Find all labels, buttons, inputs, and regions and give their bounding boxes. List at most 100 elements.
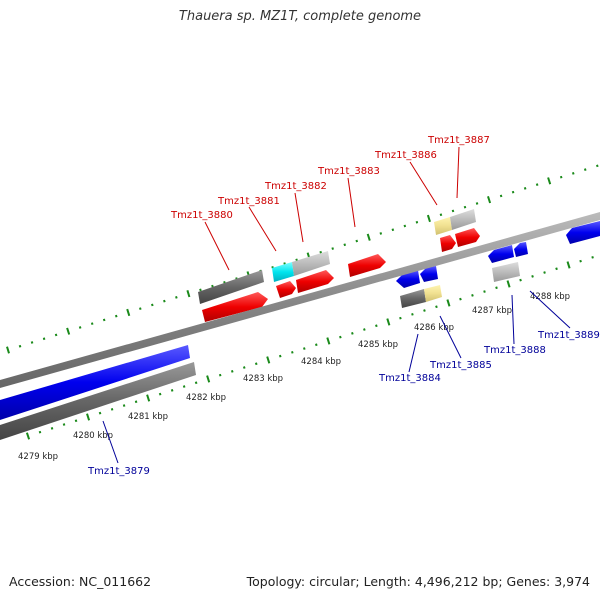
minor-tick	[139, 307, 142, 310]
gene-leader-line	[511, 294, 515, 345]
minor-tick	[475, 202, 479, 205]
minor-tick	[303, 347, 306, 350]
major-tick	[86, 413, 91, 421]
minor-tick	[151, 303, 154, 307]
gene-block	[198, 270, 264, 304]
genome-title: Thauera sp. MZ1T, complete genome	[178, 9, 422, 24]
major-tick	[66, 327, 71, 335]
gene-label[interactable]: Tmz1t_3882	[264, 181, 327, 192]
minor-tick	[54, 333, 58, 337]
minor-tick	[199, 288, 202, 292]
minor-tick	[339, 335, 342, 339]
tick-label: 4287 kbp	[472, 306, 512, 316]
gene-leader-line	[204, 221, 230, 271]
gene-label[interactable]: Tmz1t_3886	[374, 150, 437, 161]
major-tick	[186, 290, 191, 298]
major-tick	[126, 308, 131, 317]
tick-label: 4285 kbp	[358, 340, 398, 350]
gene-label[interactable]: Tmz1t_3884	[378, 373, 441, 384]
minor-tick	[523, 186, 527, 190]
minor-tick	[543, 271, 546, 274]
minor-tick	[90, 322, 94, 325]
minor-tick	[42, 337, 46, 341]
gene-label[interactable]: Tmz1t_3887	[427, 135, 490, 146]
minor-tick	[499, 194, 503, 198]
major-tick	[6, 346, 10, 354]
minor-tick	[331, 247, 334, 250]
gene-leader-line	[294, 192, 304, 243]
minor-tick	[471, 293, 474, 297]
minor-tick	[391, 228, 395, 232]
minor-tick	[78, 326, 82, 329]
minor-tick	[423, 309, 426, 312]
minor-tick	[596, 164, 599, 168]
major-tick	[547, 177, 552, 185]
gene-arrow	[420, 266, 438, 282]
minor-tick	[114, 314, 118, 318]
minor-tick	[278, 354, 282, 358]
gene-labels: Tmz1t_3879 Tmz1t_3880 Tmz1t_3881 Tmz1t_3882…	[87, 135, 600, 477]
gene-arrow	[348, 254, 386, 277]
minor-tick	[110, 408, 114, 411]
gene-arrow	[514, 242, 528, 257]
gene-leader-line	[409, 161, 438, 206]
minor-tick	[343, 243, 347, 247]
minor-tick	[319, 250, 322, 254]
gene-label[interactable]: Tmz1t_3885	[429, 360, 492, 371]
gene-label[interactable]: Tmz1t_3889	[537, 330, 600, 341]
minor-tick	[163, 299, 166, 303]
major-tick	[266, 356, 271, 364]
minor-tick	[291, 351, 294, 354]
major-tick	[206, 375, 211, 383]
minor-tick	[351, 331, 354, 335]
minor-tick	[531, 274, 534, 278]
tick-label: 4280 kbp	[73, 431, 113, 441]
minor-tick	[403, 224, 407, 228]
minor-tick	[495, 286, 498, 290]
minor-tick	[379, 232, 383, 235]
minor-tick	[74, 419, 78, 423]
minor-tick	[375, 324, 378, 328]
gene-arrow	[202, 292, 268, 322]
gene-block	[434, 217, 452, 235]
tick-label: 4284 kbp	[301, 357, 341, 367]
gene-label[interactable]: Tmz1t_3888	[483, 345, 546, 356]
minor-tick	[194, 381, 198, 385]
gene-leader-line	[439, 315, 462, 359]
minor-tick	[315, 343, 318, 347]
gene-label[interactable]: Tmz1t_3880	[170, 210, 233, 221]
minor-tick	[242, 366, 246, 369]
minor-tick	[579, 259, 582, 263]
minor-tick	[62, 423, 66, 426]
minor-tick	[463, 205, 467, 209]
tick-label: 4288 kbp	[530, 292, 570, 302]
minor-tick	[122, 404, 126, 407]
tick-label: 4282 kbp	[186, 393, 226, 403]
minor-tick	[158, 392, 162, 396]
accession-label: Accession: NC_011662	[9, 574, 152, 589]
minor-tick	[583, 168, 587, 172]
minor-tick	[483, 290, 486, 293]
major-tick	[326, 337, 331, 345]
gene-block	[292, 251, 330, 276]
gene-label[interactable]: Tmz1t_3883	[317, 166, 380, 177]
minor-tick	[435, 305, 438, 309]
major-tick	[446, 299, 451, 307]
minor-tick	[459, 297, 462, 301]
genome-stats: Topology: circular; Length: 4,496,212 bp…	[246, 574, 590, 589]
gene-label[interactable]: Tmz1t_3879	[87, 466, 150, 477]
minor-tick	[254, 362, 258, 366]
minor-tick	[218, 373, 222, 377]
minor-tick	[30, 341, 34, 344]
minor-tick	[519, 278, 522, 282]
gene-arrow	[455, 228, 480, 247]
tick-label: 4281 kbp	[128, 412, 168, 422]
gene-layer	[0, 209, 600, 440]
gene-arrow	[296, 270, 334, 293]
minor-tick	[175, 295, 178, 299]
minor-tick	[98, 411, 102, 415]
gene-leader-line	[456, 146, 460, 199]
gene-label[interactable]: Tmz1t_3881	[217, 196, 280, 207]
backbone-line	[0, 212, 600, 388]
